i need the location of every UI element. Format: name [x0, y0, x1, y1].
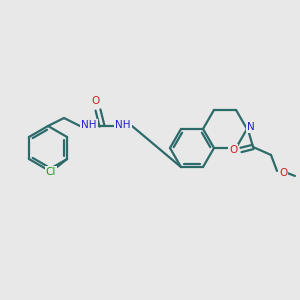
Text: Cl: Cl	[46, 167, 56, 177]
Text: N: N	[247, 122, 255, 132]
Text: O: O	[229, 145, 237, 155]
Text: NH: NH	[81, 120, 97, 130]
Text: NH: NH	[115, 120, 131, 130]
Text: O: O	[91, 96, 99, 106]
Text: O: O	[279, 168, 287, 178]
